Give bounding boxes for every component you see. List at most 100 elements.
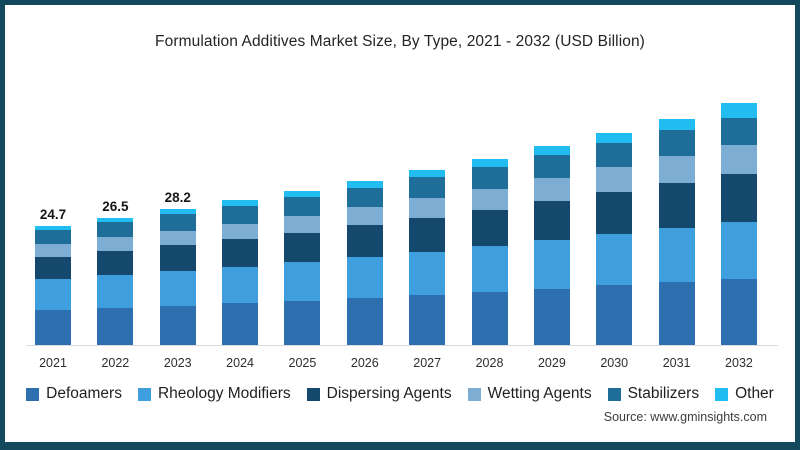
bar-segment-wetting-agents (159, 230, 196, 246)
bar-segment-stabilizers (159, 214, 196, 231)
legend-item-wetting-agents: Wetting Agents (467, 385, 592, 403)
x-axis-line (26, 345, 778, 346)
bar-segment-other (284, 190, 321, 198)
bar-segment-dispersing-agents (720, 174, 757, 223)
page-title: Formulation Additives Market Size, By Ty… (155, 33, 645, 50)
bar-segment-rheology-modifiers (35, 278, 71, 310)
x-axis-label: 2031 (662, 356, 691, 370)
bar-segment-other (658, 118, 695, 131)
legend-item-defoamers: Defoamers (26, 385, 122, 403)
bar-segment-defoamers (346, 298, 383, 346)
bar-segment-other (533, 146, 570, 156)
bar-segment-dispersing-agents (159, 245, 196, 271)
bar-stack (658, 118, 695, 346)
bar-segment-other (596, 133, 633, 144)
bar-segment-defoamers (97, 307, 134, 346)
bar-total-label: 24.7 (39, 207, 67, 223)
x-axis-label: 2025 (288, 356, 317, 370)
bar-column-2021: 24.7 2021 (30, 207, 76, 373)
bar-segment-wetting-agents (97, 237, 134, 252)
bar-stack (409, 170, 446, 346)
bar-segment-rheology-modifiers (346, 256, 383, 298)
bar-segment-rheology-modifiers (159, 270, 196, 306)
bar-segment-other (409, 170, 446, 178)
bar-segment-other (97, 217, 134, 222)
bar-segment-wetting-agents (35, 244, 71, 257)
bar-segment-other (222, 200, 259, 207)
source-text: Source: www.gminsights.com (603, 410, 767, 424)
bar-segment-dispersing-agents (346, 225, 383, 257)
bar-segment-defoamers (596, 285, 633, 346)
bar-segment-rheology-modifiers (658, 227, 695, 282)
bar-segment-stabilizers (346, 187, 383, 207)
bar-stack (346, 180, 383, 346)
bar-segment-wetting-agents (658, 155, 695, 183)
bar-segment-defoamers (222, 303, 259, 346)
legend-item-rheology-modifiers: Rheology Modifiers (137, 385, 291, 403)
legend-label: Rheology Modifiers (157, 385, 291, 402)
bar-segment-dispersing-agents (596, 191, 633, 234)
bar-stack (35, 226, 71, 346)
x-axis-label: 2021 (39, 356, 67, 370)
x-axis-label: 2029 (537, 356, 566, 370)
legend-item-other: Other (715, 385, 774, 403)
legend-label: Other (735, 385, 774, 402)
bar-stack (533, 146, 570, 346)
bar-segment-dispersing-agents (409, 217, 446, 252)
bar-segment-other (159, 209, 196, 215)
bar-segment-wetting-agents (222, 223, 259, 240)
bar-segment-rheology-modifiers (471, 246, 508, 293)
legend-swatch-icon (137, 387, 151, 401)
bar-segment-dispersing-agents (658, 182, 695, 228)
bar-column-2032: 2032 (716, 103, 762, 373)
bar-segment-wetting-agents (533, 177, 570, 202)
bar-column-2023: 28.2 2023 (155, 190, 201, 373)
bar-segment-rheology-modifiers (720, 222, 757, 280)
bar-segment-rheology-modifiers (97, 274, 134, 308)
bar-segment-wetting-agents (596, 167, 633, 192)
x-axis-label: 2024 (226, 356, 254, 370)
bar-segment-rheology-modifiers (596, 233, 633, 286)
bar-segment-defoamers (35, 309, 71, 346)
x-axis-label: 2030 (600, 356, 629, 370)
bar-segment-rheology-modifiers (533, 239, 570, 289)
bar-column-2029: 2029 (529, 146, 575, 373)
bar-stack (222, 200, 259, 346)
bar-total-label: 28.2 (164, 190, 191, 206)
x-axis-label: 2028 (475, 356, 504, 370)
bar-column-2031: 2031 (654, 118, 700, 373)
legend-swatch-icon (607, 387, 621, 401)
bar-segment-wetting-agents (409, 197, 446, 218)
legend-label: Dispersing Agents (326, 385, 452, 402)
bar-total-label: 26.5 (102, 198, 129, 214)
bar-column-2024: 2024 (217, 200, 263, 373)
bar-segment-stabilizers (409, 177, 446, 198)
bar-segment-defoamers (658, 282, 695, 346)
plot-area: 24.7 2021 26.5 2022 28.2 2023 2024 2025 2026 2027… (26, 93, 778, 373)
legend-label: Defoamers (46, 385, 122, 402)
bar-segment-defoamers (533, 288, 570, 346)
bar-segment-other (35, 226, 71, 230)
legend-swatch-icon (26, 387, 40, 401)
bar-segment-defoamers (284, 300, 321, 346)
bar-segment-stabilizers (658, 130, 695, 156)
legend-item-stabilizers: Stabilizers (607, 385, 699, 403)
bar-segment-defoamers (471, 292, 508, 346)
bar-column-2022: 26.5 2022 (92, 199, 138, 373)
bar-column-2026: 2026 (342, 180, 388, 373)
bar-segment-dispersing-agents (35, 256, 71, 279)
bar-segment-rheology-modifiers (409, 251, 446, 296)
bar-segment-defoamers (159, 305, 196, 346)
bar-segment-stabilizers (35, 229, 71, 245)
bar-segment-other (346, 180, 383, 188)
bar-segment-dispersing-agents (284, 232, 321, 263)
bar-stack (720, 103, 757, 346)
bar-segment-stabilizers (222, 206, 259, 224)
bar-stack (284, 190, 321, 346)
x-axis-label: 2026 (350, 356, 379, 370)
bar-segment-other (720, 103, 757, 119)
bar-segment-wetting-agents (284, 215, 321, 233)
x-axis-label: 2027 (413, 356, 442, 370)
legend-item-dispersing-agents: Dispersing Agents (306, 385, 452, 403)
bar-segment-stabilizers (284, 197, 321, 216)
